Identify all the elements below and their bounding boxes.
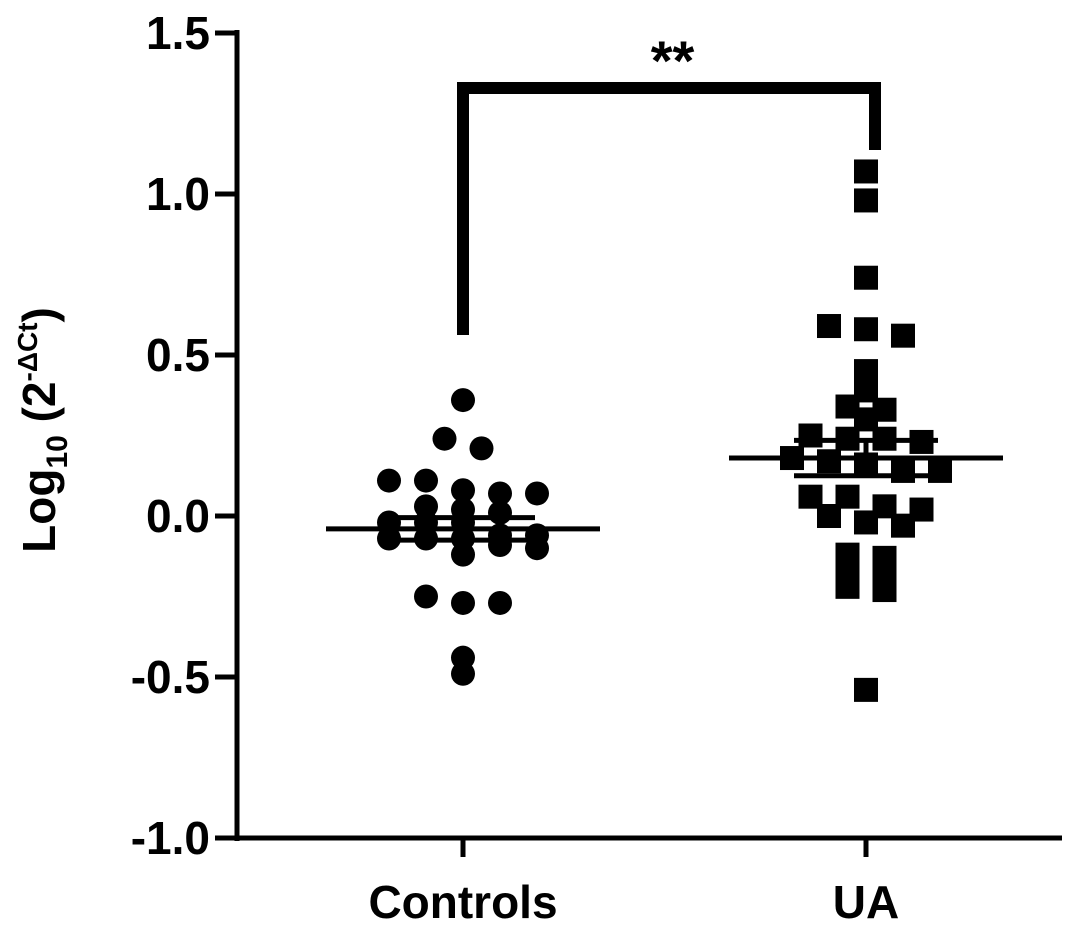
- y-tick-label: 0.5: [146, 329, 210, 381]
- data-point: [872, 494, 897, 519]
- error-bar: [391, 515, 535, 543]
- significance-bracket: [457, 82, 881, 335]
- data-point: [377, 526, 401, 551]
- y-tick-label: -0.5: [131, 651, 210, 703]
- y-tick-label: 0.0: [146, 490, 210, 542]
- data-point: [488, 481, 512, 506]
- data-point: [432, 426, 457, 451]
- data-point: [854, 159, 878, 184]
- data-point: [451, 388, 475, 413]
- data-point: [854, 677, 878, 702]
- data-point: [891, 458, 915, 483]
- data-point: [451, 542, 475, 567]
- data-point: [377, 468, 401, 493]
- data-point: [451, 661, 475, 686]
- y-tick-label: 1.5: [146, 7, 210, 59]
- data-point: [469, 436, 494, 461]
- data-point: [891, 323, 915, 348]
- data-point: [488, 500, 512, 525]
- data-point: [414, 468, 438, 493]
- data-point: [854, 188, 878, 213]
- y-tick-label: 1.0: [146, 168, 210, 220]
- data-point: [488, 590, 512, 615]
- x-tick-label: UA: [833, 876, 899, 928]
- data-point: [835, 574, 860, 599]
- data-point: [451, 590, 475, 615]
- data-point: [854, 317, 878, 342]
- significance-label: **: [651, 29, 695, 92]
- data-point: [854, 510, 878, 535]
- error-bar: [794, 437, 938, 479]
- data-point: [891, 513, 915, 538]
- x-tick-label: Controls: [368, 876, 557, 928]
- data-point: [817, 449, 841, 474]
- data-point: [854, 265, 878, 290]
- data-point: [451, 478, 475, 503]
- data-point: [817, 314, 841, 339]
- data-point: [798, 423, 823, 448]
- data-point: [414, 584, 438, 609]
- data-point: [928, 458, 952, 483]
- data-point: [525, 481, 549, 506]
- data-point: [817, 504, 841, 528]
- y-axis-label: Log10 (2-ΔCt): [12, 307, 74, 553]
- data-point: [872, 578, 897, 603]
- data-point: [488, 532, 512, 557]
- y-tick-label: -1.0: [131, 812, 210, 864]
